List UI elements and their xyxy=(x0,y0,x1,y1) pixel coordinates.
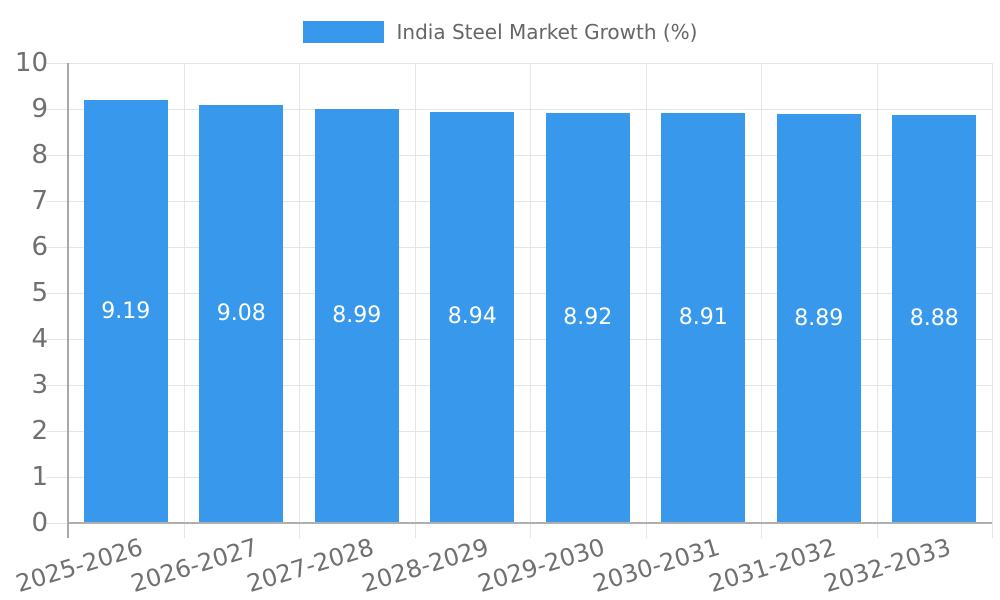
bar-value-label: 8.89 xyxy=(794,305,844,331)
x-tick xyxy=(530,523,531,538)
gridline-vertical xyxy=(992,63,993,523)
bar-value-label: 9.19 xyxy=(101,298,151,324)
y-tick xyxy=(46,385,68,386)
gridline-vertical xyxy=(415,63,416,523)
y-tick xyxy=(46,339,68,340)
y-tick-label: 4 xyxy=(31,324,48,354)
y-axis-line xyxy=(67,63,69,538)
x-tick-label: 2032-2033 xyxy=(821,533,955,599)
x-tick xyxy=(992,523,993,538)
x-tick-label: 2025-2026 xyxy=(12,533,146,599)
bar-value-label: 8.99 xyxy=(332,303,382,329)
x-axis-line xyxy=(68,522,992,524)
y-tick-label: 2 xyxy=(31,416,48,446)
bar-value-label: 9.08 xyxy=(216,301,266,327)
y-tick-label: 6 xyxy=(31,232,48,262)
bar-value-label: 8.94 xyxy=(447,304,497,330)
y-tick xyxy=(46,431,68,432)
gridline-vertical xyxy=(761,63,762,523)
x-tick xyxy=(299,523,300,538)
gridline-vertical xyxy=(877,63,878,523)
bar[interactable] xyxy=(199,105,284,523)
y-tick-label: 0 xyxy=(31,508,48,538)
y-tick-label: 9 xyxy=(31,94,48,124)
bar-value-label: 8.88 xyxy=(909,305,959,331)
y-tick-label: 7 xyxy=(31,186,48,216)
x-tick xyxy=(761,523,762,538)
y-tick-label: 8 xyxy=(31,140,48,170)
y-tick-label: 3 xyxy=(31,370,48,400)
gridline-vertical xyxy=(184,63,185,523)
x-tick xyxy=(646,523,647,538)
x-tick-label: 2026-2027 xyxy=(128,533,262,599)
gridline-vertical xyxy=(646,63,647,523)
x-tick xyxy=(415,523,416,538)
legend-swatch xyxy=(302,21,384,43)
bar[interactable] xyxy=(314,109,399,523)
bar[interactable] xyxy=(892,114,977,523)
y-tick xyxy=(46,293,68,294)
bar-value-label: 8.92 xyxy=(563,304,613,330)
bar[interactable] xyxy=(430,111,515,523)
y-tick xyxy=(46,477,68,478)
bar[interactable] xyxy=(83,100,168,523)
bar[interactable] xyxy=(661,113,746,523)
y-tick xyxy=(46,247,68,248)
bar-value-label: 8.91 xyxy=(678,305,728,331)
x-tick-label: 2030-2031 xyxy=(590,533,724,599)
x-tick-label: 2029-2030 xyxy=(474,533,608,599)
bar[interactable] xyxy=(545,112,630,523)
gridline-vertical xyxy=(530,63,531,523)
y-tick xyxy=(46,63,68,64)
x-tick xyxy=(877,523,878,538)
y-tick-label: 5 xyxy=(31,278,48,308)
gridline-vertical xyxy=(299,63,300,523)
legend-label: India Steel Market Growth (%) xyxy=(396,20,698,44)
y-tick xyxy=(46,201,68,202)
x-tick-label: 2027-2028 xyxy=(243,533,377,599)
y-tick-label: 10 xyxy=(14,48,48,78)
y-tick xyxy=(46,109,68,110)
y-tick xyxy=(46,155,68,156)
legend-item[interactable]: India Steel Market Growth (%) xyxy=(0,20,1000,44)
x-tick-label: 2028-2029 xyxy=(359,533,493,599)
y-tick xyxy=(46,523,68,524)
bar[interactable] xyxy=(776,114,861,523)
x-tick-label: 2031-2032 xyxy=(705,533,839,599)
x-tick xyxy=(184,523,185,538)
y-tick-label: 1 xyxy=(31,462,48,492)
